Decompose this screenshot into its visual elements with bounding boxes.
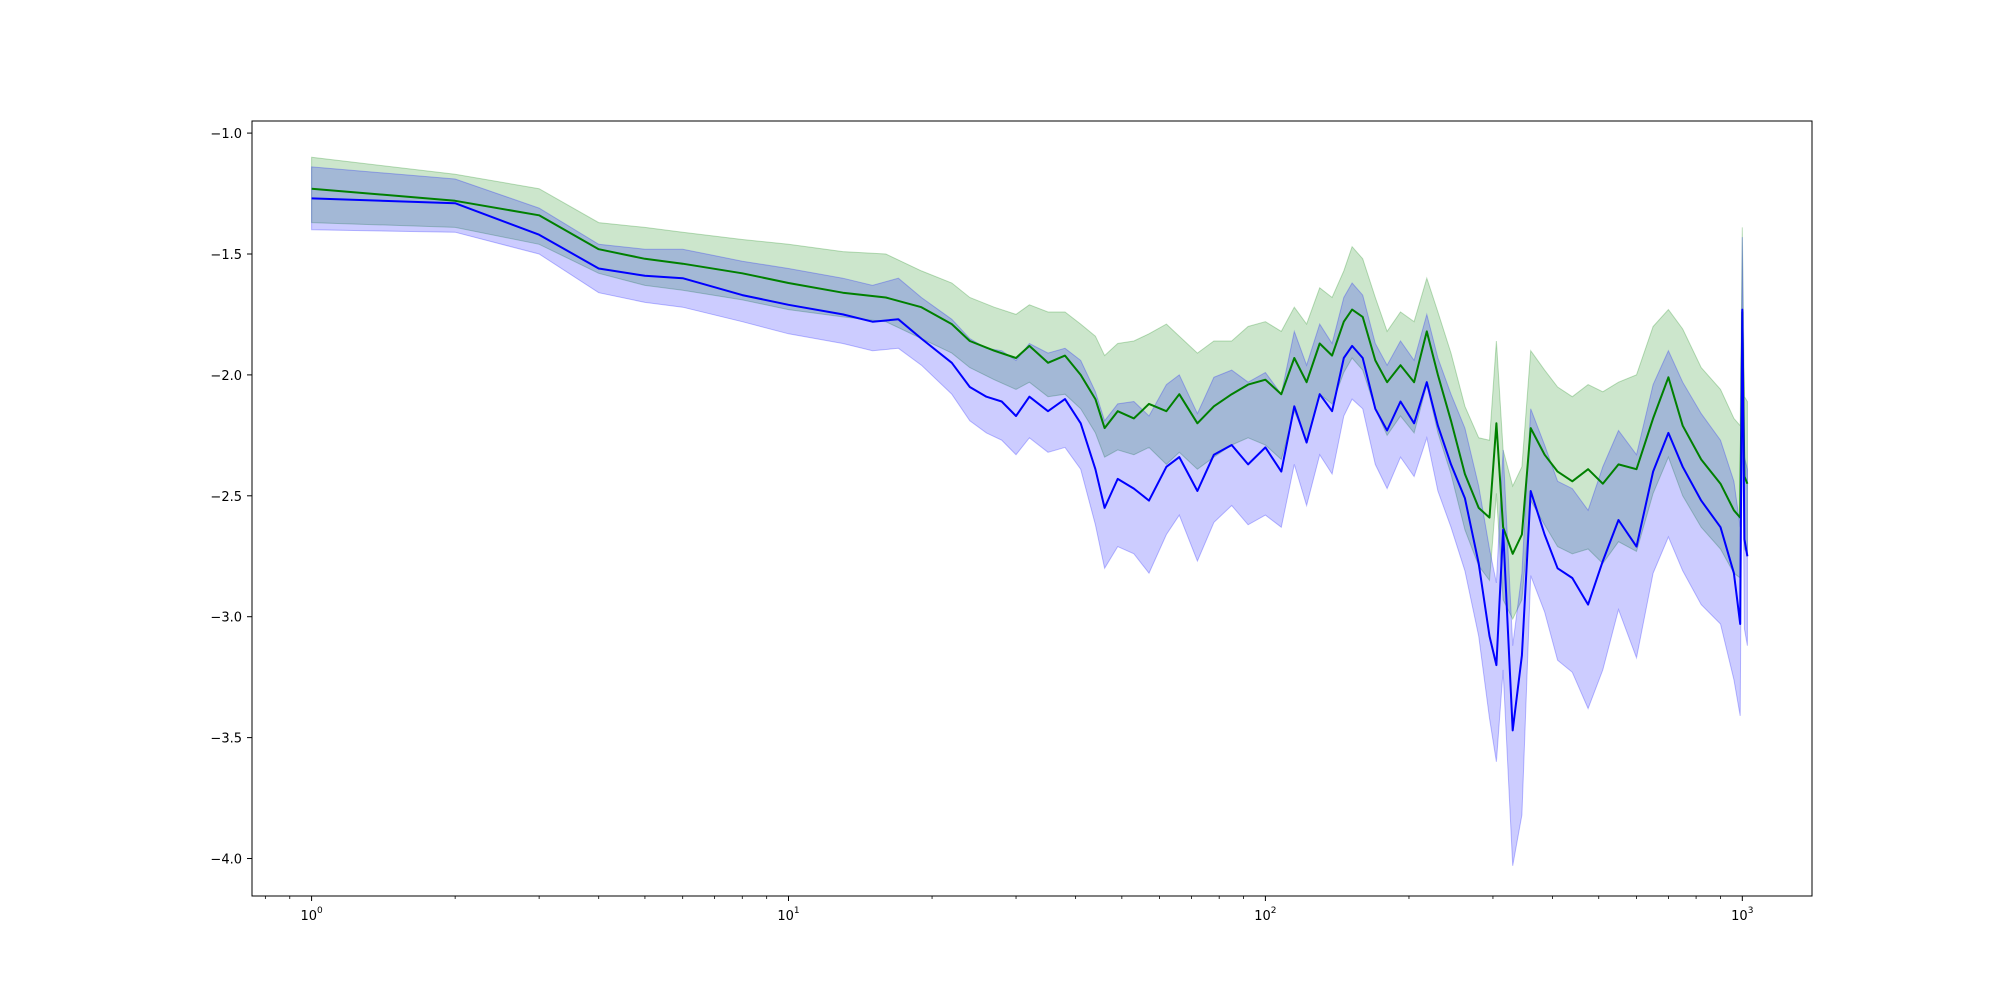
y-tick-label: −2.5	[210, 490, 242, 505]
y-tick-label: −3.5	[210, 732, 242, 747]
series-2-line	[311, 197, 1749, 732]
y-tick-label: −2.0	[210, 369, 242, 384]
x-tick-label: 101	[777, 906, 799, 924]
y-tick-label: −4.0	[210, 853, 242, 868]
x-tick-label: 100	[300, 906, 323, 924]
x-tick-label: 103	[1731, 906, 1753, 924]
series-1-line	[311, 187, 1749, 555]
y-tick-label: −3.0	[210, 611, 242, 626]
series-2-band	[311, 166, 1748, 866]
x-tick-label: 102	[1254, 906, 1276, 924]
y-tick-label: −1.5	[210, 248, 242, 263]
plot-frame	[251, 120, 1813, 897]
y-axis: −1.0 −1.5 −2.0 −2.5 −3.0 −3.5 −4.0	[210, 127, 252, 868]
x-axis: 100 101 102 103	[264, 896, 1753, 924]
y-tick-label: −1.0	[210, 127, 242, 142]
series-lines	[311, 187, 1749, 732]
